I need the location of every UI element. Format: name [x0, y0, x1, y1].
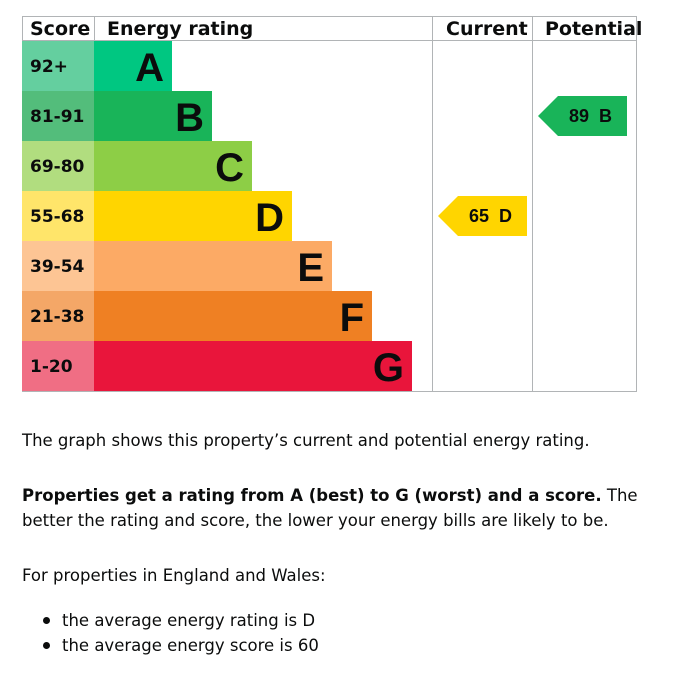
- band-letter-f: F: [340, 296, 364, 340]
- band-bar-g: [94, 341, 412, 391]
- chart-headers: Score Energy rating Current Potential: [30, 18, 642, 40]
- rating-explanation: Properties get a rating from A (best) to…: [22, 483, 652, 533]
- band-range-bg-f: [22, 291, 94, 341]
- current-marker-label: 65 D: [469, 206, 512, 226]
- header-score: Score: [30, 18, 90, 40]
- band-range-b: 81-91: [30, 107, 84, 127]
- band-range-bg-d: [22, 191, 94, 241]
- energy-rating-chart: Score Energy rating Current Potential 92…: [22, 16, 642, 392]
- header-potential: Potential: [545, 18, 642, 40]
- current-marker-arrow: [438, 196, 527, 236]
- band-letter-d: D: [255, 196, 284, 240]
- rating-bands: 92+ A 81-91 B 69-80 C 55-68 D 39-54 E 21-38 F 1-20 G: [22, 41, 412, 391]
- band-letter-a: A: [135, 46, 164, 90]
- rating-explanation-bold: Properties get a rating from A (best) to…: [22, 486, 602, 505]
- band-letter-e: E: [297, 246, 324, 290]
- band-bar-b: [94, 91, 212, 141]
- rating-markers: 65 D 89 B: [438, 96, 627, 236]
- band-bar-a: [94, 41, 172, 91]
- band-range-bg-g: [22, 341, 94, 391]
- band-range-g: 1-20: [30, 357, 73, 377]
- band-bar-c: [94, 141, 252, 191]
- band-range-f: 21-38: [30, 307, 84, 327]
- average-score-item: the average energy score is 60: [22, 633, 319, 658]
- band-letter-c: C: [215, 146, 244, 190]
- potential-marker-arrow: [538, 96, 627, 136]
- band-letter-b: B: [175, 96, 204, 140]
- band-range-e: 39-54: [30, 257, 85, 277]
- band-range-bg-c: [22, 141, 94, 191]
- header-energy-rating: Energy rating: [107, 18, 253, 40]
- band-range-d: 55-68: [30, 207, 84, 227]
- region-note: For properties in England and Wales:: [22, 566, 326, 585]
- band-letter-g: G: [373, 346, 404, 390]
- rating-explanation-rest: The better the rating and score, the low…: [22, 486, 638, 530]
- band-range-bg-a: [22, 41, 94, 91]
- band-bar-f: [94, 291, 372, 341]
- band-range-bg-b: [22, 91, 94, 141]
- band-bar-d: [94, 191, 292, 241]
- average-rating-item: the average energy rating is D: [22, 608, 319, 633]
- header-current: Current: [446, 18, 528, 40]
- band-range-c: 69-80: [30, 157, 85, 177]
- average-list: the average energy rating is D the avera…: [22, 608, 319, 658]
- band-range-bg-e: [22, 241, 94, 291]
- graph-description: The graph shows this property’s current …: [22, 431, 590, 450]
- band-range-a: 92+: [30, 57, 68, 77]
- potential-marker-label: 89 B: [569, 106, 612, 126]
- band-bar-e: [94, 241, 332, 291]
